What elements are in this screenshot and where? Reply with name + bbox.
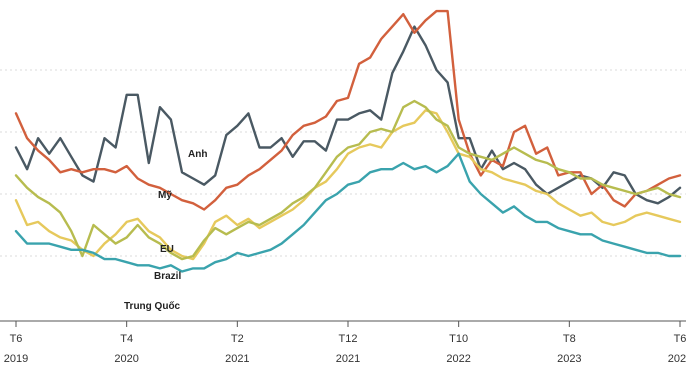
series-labels: Anh Mỹ EU Brazil Trung Quốc [124,149,207,312]
series-line-eu [14,109,682,261]
x-tick-year: 2021 [336,353,360,365]
x-tick-year: 2021 [225,353,249,365]
series-line-m- [14,9,682,211]
x-tick-month: T12 [339,333,358,345]
series-label: Anh [188,149,207,160]
x-tick-month: T6 [10,333,23,345]
x-tick-month: T6 [674,333,686,345]
x-tick-year: 2019 [4,353,28,365]
x-axis: T6 2019 T4 2020 T2 2021 T12 2021 T10 2022 T8 2023 T6… [0,320,686,365]
series-line-brazil [14,99,682,261]
x-tick-month: T10 [449,333,468,345]
series-label: EU [160,244,174,255]
series-line-trung-qu-c [14,152,682,273]
series-lines [14,9,682,273]
x-tick-month: T2 [231,333,244,345]
series-label: Brazil [154,271,181,282]
x-tick-year: 2020 [114,353,138,365]
x-tick-year: 2024 [668,353,686,365]
x-tick-year: 2023 [557,353,581,365]
series-label: Mỹ [158,190,172,201]
grid-lines [0,69,686,257]
x-tick-month: T4 [120,333,133,345]
series-label: Trung Quốc [124,300,181,312]
series-line-anh [14,25,682,205]
x-tick-year: 2022 [446,353,470,365]
x-tick-month: T8 [563,333,576,345]
